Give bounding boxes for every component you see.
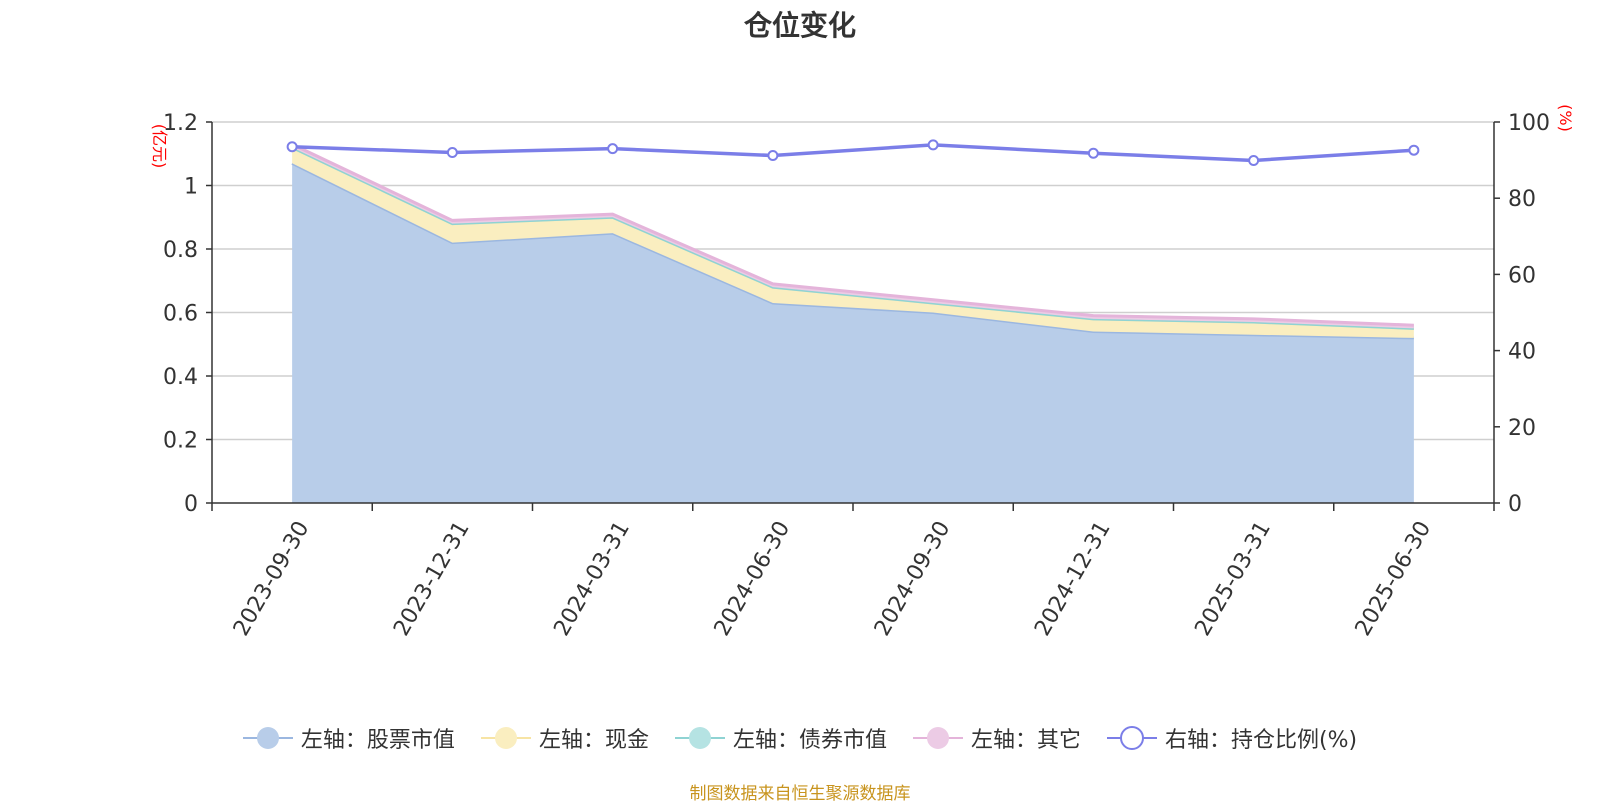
ratio-point (607, 143, 619, 155)
axes (206, 121, 1500, 511)
left-tick-label: 1.2 (163, 111, 198, 136)
left-tick-label: 0.8 (163, 238, 198, 263)
x-tick-label: 2024-03-31 (549, 517, 635, 640)
legend-label: 左轴：其它 (970, 728, 1081, 753)
left-axis-unit: (亿元) (150, 124, 169, 169)
area-1 (292, 163, 1414, 503)
source-note: 制图数据来自恒生聚源数据库 (689, 784, 911, 804)
ratio-point (1408, 144, 1420, 156)
x-tick-label: 2024-12-31 (1030, 517, 1116, 640)
ratio-point (1248, 154, 1260, 166)
right-tick-label: 40 (1508, 340, 1536, 365)
legend-label: 左轴：债券市值 (732, 728, 887, 753)
right-tick-label: 0 (1508, 492, 1522, 517)
right-axis-unit: (%) (1556, 104, 1575, 132)
left-tick-label: 0.2 (163, 429, 198, 454)
area-layer (291, 142, 1414, 503)
right-tick-label: 20 (1508, 416, 1536, 441)
legend-item[interactable]: 右轴：持仓比例(%) (1106, 722, 1358, 754)
right-tick-label: 80 (1508, 187, 1536, 212)
legend-label: 左轴：现金 (538, 728, 649, 753)
legend-symbol-icon (242, 727, 293, 749)
legend-symbol-icon (912, 727, 963, 749)
ratio-point (446, 146, 458, 158)
legend-item[interactable]: 左轴：现金 (480, 722, 649, 754)
left-tick-label: 0 (184, 492, 198, 517)
ratio-line (292, 143, 1414, 163)
legend: 左轴：股票市值 左轴：现金 左轴：债券市值 左轴：其它 右轴：持仓比例(%) (0, 722, 1600, 754)
legend-symbol-icon (1106, 726, 1157, 750)
x-tick-label: 2025-06-30 (1351, 517, 1437, 640)
x-tick-label: 2024-09-30 (870, 517, 956, 640)
ratio-line-layer (286, 139, 1420, 166)
legend-item[interactable]: 左轴：股票市值 (242, 722, 455, 754)
legend-symbol-icon (480, 727, 531, 749)
area-2 (292, 147, 1414, 338)
legend-label: 左轴：股票市值 (300, 728, 455, 753)
ratio-point (286, 141, 298, 153)
ratio-point (927, 139, 939, 151)
x-tick-label: 2024-06-30 (710, 517, 796, 640)
x-tick-label: 2023-12-31 (389, 517, 475, 640)
area-edge-4 (291, 142, 1414, 327)
left-tick-label: 1 (184, 175, 198, 200)
chart-title: 仓位变化 (743, 9, 856, 42)
legend-symbol-icon (674, 727, 725, 749)
legend-item[interactable]: 左轴：其它 (912, 722, 1081, 754)
left-tick-label: 0.6 (163, 302, 198, 327)
x-tick-label: 2023-09-30 (229, 517, 315, 640)
ratio-point (767, 150, 779, 162)
right-tick-label: 100 (1508, 111, 1550, 136)
legend-item[interactable]: 左轴：债券市值 (674, 722, 887, 754)
x-tick-label: 2025-03-31 (1190, 517, 1276, 640)
ratio-point (1087, 147, 1099, 159)
right-tick-label: 60 (1508, 263, 1536, 288)
legend-label: 右轴：持仓比例(%) (1164, 728, 1358, 753)
left-tick-label: 0.4 (163, 365, 198, 390)
chart-plot: 0 0.2 0.4 0.6 0.8 1 1.2 0 20 40 60 80 100 2023-09-30 2… (150, 104, 1575, 640)
